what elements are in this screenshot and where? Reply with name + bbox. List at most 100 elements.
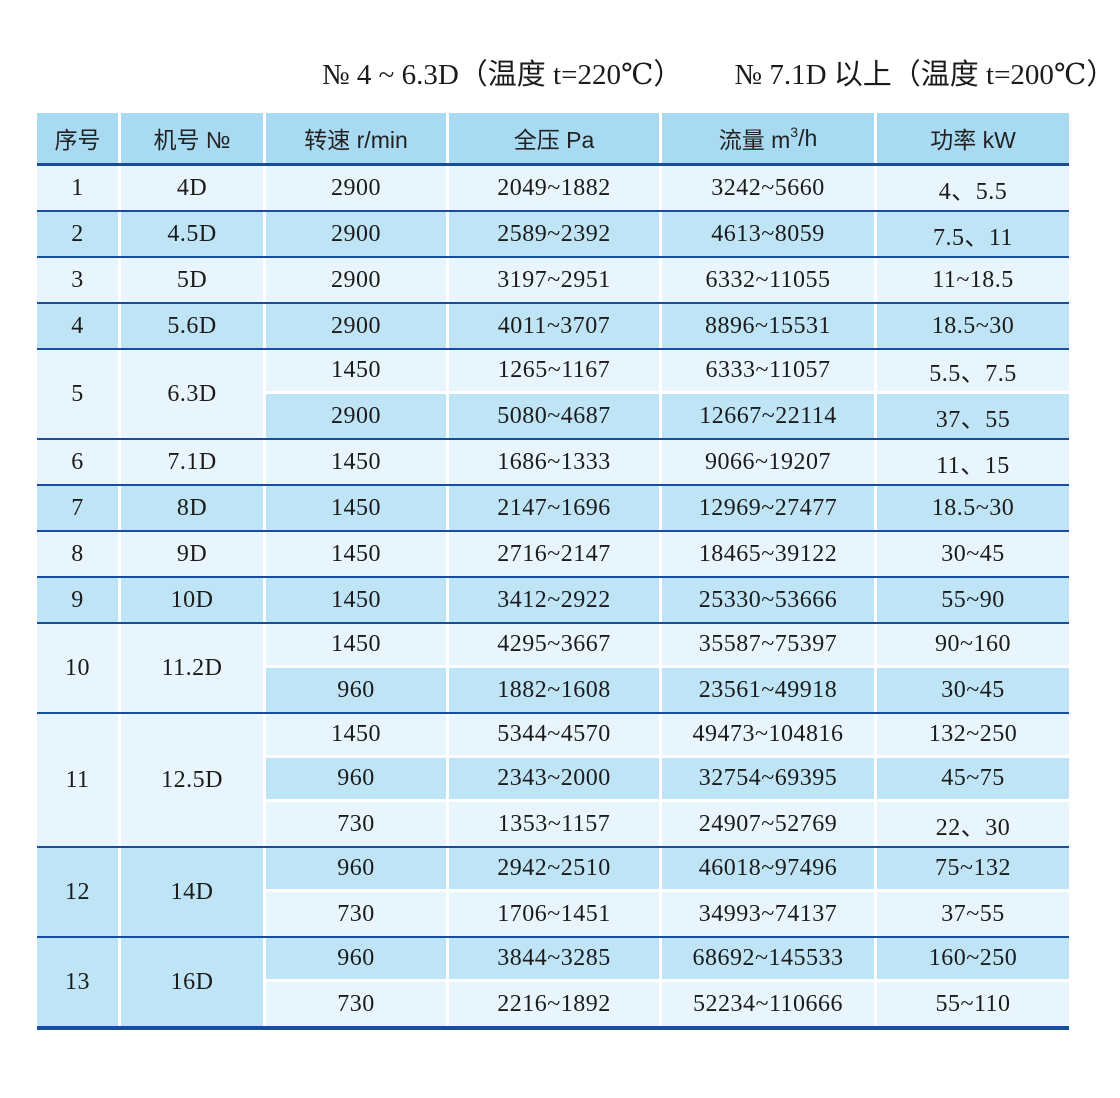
cell-power: 160~250 <box>874 938 1069 982</box>
table-group: 13 16D 960 3844~3285 68692~145533 160~250 730 2… <box>37 938 1069 1030</box>
cell-speed: 1450 <box>263 350 446 394</box>
cell-pressure: 2343~2000 <box>446 758 659 802</box>
cell-speed: 730 <box>263 982 446 1026</box>
table-body: 1 4D 2900 2049~1882 3242~5660 4、5.5 2 4.5D 2900 2… <box>37 166 1069 1030</box>
column-header-flow: 流量 m 3/h <box>659 113 874 163</box>
cell-power: 37~55 <box>874 892 1069 936</box>
cell-serial-number: 1 <box>37 166 118 210</box>
cell-serial-number: 10 <box>37 624 118 712</box>
cell-speed: 960 <box>263 938 446 982</box>
column-header-pressure: 全压 Pa <box>446 113 659 163</box>
cell-pressure: 1882~1608 <box>446 668 659 712</box>
cell-speed: 960 <box>263 758 446 802</box>
cell-power: 4、5.5 <box>874 166 1069 210</box>
table-group: 3 5D 2900 3197~2951 6332~11055 11~18.5 <box>37 258 1069 304</box>
column-header-serial: 序号 <box>54 127 101 153</box>
cell-flow: 68692~145533 <box>659 938 874 982</box>
table-group: 6 7.1D 1450 1686~1333 9066~19207 11、15 <box>37 440 1069 486</box>
cell-pressure: 1353~1157 <box>446 802 659 846</box>
title-left-segment: № 4 ~ 6.3D（温度 t=220℃） <box>322 59 683 91</box>
cell-model-number: 5D <box>118 258 263 302</box>
cell-flow: 6332~11055 <box>659 258 874 302</box>
table-group: 9 10D 1450 3412~2922 25330~53666 55~90 <box>37 578 1069 624</box>
fan-spec-table: 序号 机号 № 转速 r/min 全压 Pa 流量 m 3/h 功率 kW 1 4D… <box>37 113 1069 1030</box>
cell-speed: 1450 <box>263 624 446 668</box>
cell-pressure: 2049~1882 <box>446 166 659 210</box>
cell-model-number: 7.1D <box>118 440 263 484</box>
cell-speed: 2900 <box>263 394 446 438</box>
cell-serial-number: 9 <box>37 578 118 622</box>
cell-speed: 960 <box>263 668 446 712</box>
cell-pressure: 4011~3707 <box>446 304 659 348</box>
cell-flow: 8896~15531 <box>659 304 874 348</box>
cell-speed: 1450 <box>263 440 446 484</box>
cell-pressure: 2589~2392 <box>446 212 659 256</box>
cell-pressure: 3844~3285 <box>446 938 659 982</box>
table-group: 11 12.5D 1450 5344~4570 49473~104816 132~250 9… <box>37 714 1069 848</box>
table-group: 5 6.3D 1450 1265~1167 6333~11057 5.5、7.5 2900 5… <box>37 350 1069 440</box>
cell-model-number: 9D <box>118 532 263 576</box>
cell-flow: 4613~8059 <box>659 212 874 256</box>
cell-power: 37、55 <box>874 394 1069 438</box>
cell-pressure: 2942~2510 <box>446 848 659 892</box>
page-title: № 4 ~ 6.3D（温度 t=220℃） № 7.1D 以上（温度 t=200… <box>322 56 1115 94</box>
cell-flow: 49473~104816 <box>659 714 874 758</box>
cell-model-number: 6.3D <box>118 350 263 438</box>
cell-model-number: 14D <box>118 848 263 936</box>
cell-flow: 18465~39122 <box>659 532 874 576</box>
cell-model-number: 12.5D <box>118 714 263 846</box>
cell-pressure: 1706~1451 <box>446 892 659 936</box>
cell-power: 90~160 <box>874 624 1069 668</box>
cell-power: 75~132 <box>874 848 1069 892</box>
cell-pressure: 3412~2922 <box>446 578 659 622</box>
flow-header-suffix: /h <box>798 124 818 151</box>
cell-flow: 12667~22114 <box>659 394 874 438</box>
table-group: 12 14D 960 2942~2510 46018~97496 75~132 730 170… <box>37 848 1069 938</box>
cell-flow: 52234~110666 <box>659 982 874 1026</box>
cell-power: 30~45 <box>874 668 1069 712</box>
cell-flow: 46018~97496 <box>659 848 874 892</box>
cell-serial-number: 5 <box>37 350 118 438</box>
cell-flow: 34993~74137 <box>659 892 874 936</box>
cell-serial-number: 3 <box>37 258 118 302</box>
cell-pressure: 2216~1892 <box>446 982 659 1026</box>
cell-flow: 6333~11057 <box>659 350 874 394</box>
cell-power: 45~75 <box>874 758 1069 802</box>
cell-speed: 1450 <box>263 532 446 576</box>
cell-flow: 32754~69395 <box>659 758 874 802</box>
cell-model-number: 16D <box>118 938 263 1026</box>
cell-serial-number: 4 <box>37 304 118 348</box>
cell-speed: 730 <box>263 892 446 936</box>
cell-power: 11、15 <box>874 440 1069 484</box>
cell-flow: 23561~49918 <box>659 668 874 712</box>
cell-pressure: 3197~2951 <box>446 258 659 302</box>
cell-serial-number: 6 <box>37 440 118 484</box>
table-group: 8 9D 1450 2716~2147 18465~39122 30~45 <box>37 532 1069 578</box>
cell-flow: 9066~19207 <box>659 440 874 484</box>
cell-power: 11~18.5 <box>874 258 1069 302</box>
table-group: 4 5.6D 2900 4011~3707 8896~15531 18.5~30 <box>37 304 1069 350</box>
cell-pressure: 1265~1167 <box>446 350 659 394</box>
cell-model-number: 5.6D <box>118 304 263 348</box>
cell-flow: 25330~53666 <box>659 578 874 622</box>
cell-flow: 24907~52769 <box>659 802 874 846</box>
table-header-row: 序号 机号 № 转速 r/min 全压 Pa 流量 m 3/h 功率 kW <box>37 113 1069 166</box>
table-group: 2 4.5D 2900 2589~2392 4613~8059 7.5、11 <box>37 212 1069 258</box>
cell-pressure: 5080~4687 <box>446 394 659 438</box>
cell-power: 55~110 <box>874 982 1069 1026</box>
cell-power: 30~45 <box>874 532 1069 576</box>
cell-power: 22、30 <box>874 802 1069 846</box>
cell-speed: 730 <box>263 802 446 846</box>
title-right-segment: № 7.1D 以上（温度 t=200℃） <box>734 59 1116 91</box>
cell-model-number: 11.2D <box>118 624 263 712</box>
cell-pressure: 2716~2147 <box>446 532 659 576</box>
cell-pressure: 1686~1333 <box>446 440 659 484</box>
cell-pressure: 4295~3667 <box>446 624 659 668</box>
cell-model-number: 8D <box>118 486 263 530</box>
cell-speed: 2900 <box>263 304 446 348</box>
cell-model-number: 4.5D <box>118 212 263 256</box>
cell-flow: 12969~27477 <box>659 486 874 530</box>
cell-power: 7.5、11 <box>874 212 1069 256</box>
cell-pressure: 5344~4570 <box>446 714 659 758</box>
